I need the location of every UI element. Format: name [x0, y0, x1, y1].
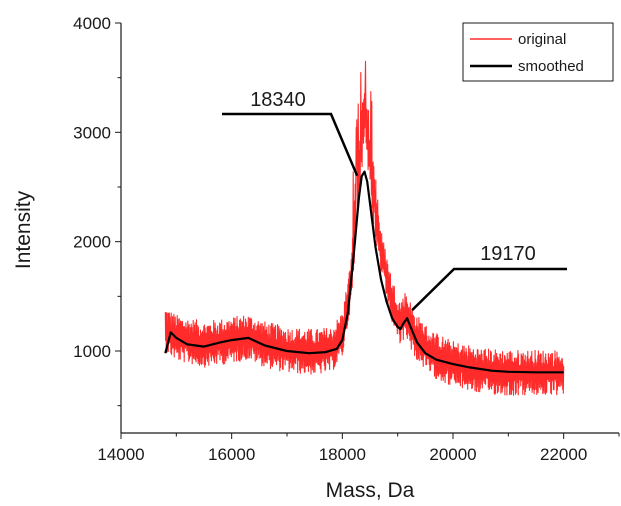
- axes: 14000 16000 18000 20000 22000 1000 2000 3000 400…: [73, 14, 620, 464]
- x-axis-title: Mass, Da: [326, 479, 415, 502]
- annotation-label-18340: 18340: [250, 89, 306, 111]
- annotation-label-19170: 19170: [480, 243, 536, 265]
- annotation-leader-18340: [222, 112, 359, 177]
- legend-box: [462, 22, 614, 82]
- y-axis-title: Intensity: [12, 190, 35, 269]
- y-tick-label: 3000: [73, 123, 111, 142]
- legend-label-original: original: [518, 31, 566, 48]
- plot-area: [164, 60, 565, 396]
- x-tick-label: 14000: [97, 445, 144, 464]
- legend-label-smoothed: smoothed: [518, 58, 584, 75]
- x-tick-label: 16000: [208, 445, 255, 464]
- y-tick-label: 2000: [73, 233, 111, 252]
- y-tick-label: 1000: [73, 342, 111, 361]
- x-tick-label: 22000: [540, 445, 587, 464]
- y-tick-label: 4000: [73, 14, 111, 33]
- series-smoothed: [164, 170, 564, 374]
- annotation-leader-19170: [411, 267, 567, 312]
- series-original: [164, 60, 565, 396]
- x-tick-label: 18000: [319, 445, 366, 464]
- annotations: 18340 19170: [222, 89, 567, 312]
- x-tick-label: 20000: [429, 445, 476, 464]
- legend: original smoothed: [462, 22, 614, 82]
